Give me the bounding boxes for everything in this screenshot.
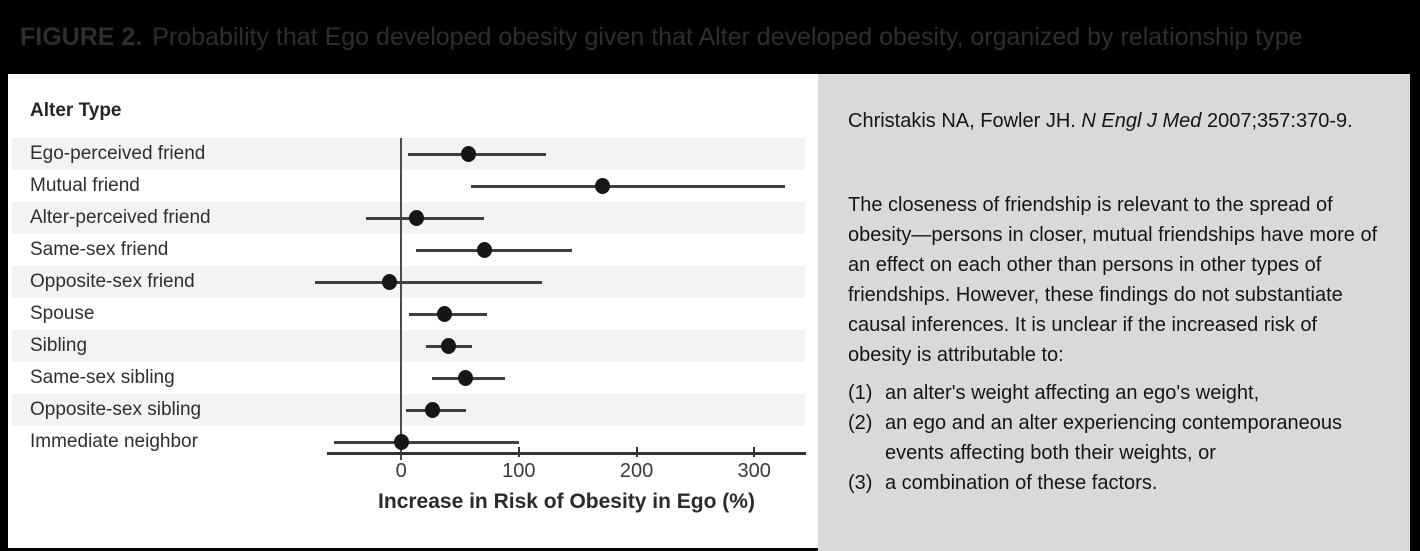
table-row: Alter-perceived friend	[12, 202, 805, 234]
citation-ref: 2007;357:370-9.	[1201, 110, 1353, 132]
table-row: Opposite-sex friend	[12, 266, 805, 298]
table-row: Spouse	[12, 298, 805, 330]
table-row: Ego-perceived friend	[12, 138, 805, 170]
alter-type-label: Same-sex sibling	[30, 367, 175, 388]
list-item-text: an alter's weight affecting an ego's wei…	[885, 382, 1260, 404]
alter-type-label: Opposite-sex sibling	[30, 399, 202, 420]
x-axis-title: Increase in Risk of Obesity in Ego (%)	[378, 490, 755, 513]
list-item-text: a combination of these factors.	[885, 472, 1158, 494]
forest-plot-panel: Alter Type Ego-perceived friend Mutual fr…	[8, 74, 818, 548]
alter-type-rows: Ego-perceived friend Mutual friend Alter-p…	[12, 138, 805, 458]
list-item-text: an ego and an alter experiencing contemp…	[885, 412, 1342, 464]
figure-number-label: FIGURE 2.	[20, 22, 143, 51]
citation-panel: Christakis NA, Fowler JH. N Engl J Med 2…	[818, 74, 1410, 551]
alter-type-label: Ego-perceived friend	[30, 143, 206, 164]
citation-line: Christakis NA, Fowler JH. N Engl J Med 2…	[848, 110, 1353, 133]
table-row: Immediate neighbor	[12, 426, 805, 458]
alter-type-label: Same-sex friend	[30, 239, 169, 260]
alter-type-label: Opposite-sex friend	[30, 271, 195, 292]
alter-type-label: Spouse	[30, 303, 95, 324]
list-item-number: (2)	[848, 412, 873, 434]
list-item: (2) an ego and an alter experiencing cont…	[848, 408, 1395, 468]
x-tick-label: 300	[737, 460, 771, 482]
figure-title-text: Probability that Ego developed obesity g…	[152, 22, 1303, 51]
numbered-list: (1) an alter's weight affecting an ego's …	[848, 378, 1395, 498]
alter-type-label: Immediate neighbor	[30, 431, 198, 452]
chart-heading: Alter Type	[30, 100, 122, 121]
summary-paragraph: The closeness of friendship is relevant …	[848, 194, 1378, 366]
x-tick-label: 100	[502, 460, 536, 482]
alter-type-label: Alter-perceived friend	[30, 207, 211, 228]
x-tick-label: 0	[395, 460, 407, 482]
table-row: Same-sex friend	[12, 234, 805, 266]
x-tick-label: 200	[619, 460, 654, 482]
alter-type-label: Sibling	[30, 335, 88, 356]
table-row: Mutual friend	[12, 170, 805, 202]
table-row: Opposite-sex sibling	[12, 394, 805, 426]
citation-authors: Christakis NA, Fowler JH.	[848, 110, 1082, 132]
figure-title-bar: FIGURE 2. Probability that Ego developed…	[0, 0, 1420, 74]
list-item: (1) an alter's weight affecting an ego's …	[848, 378, 1395, 408]
list-item-number: (1)	[848, 382, 873, 404]
table-row: Sibling	[12, 330, 805, 362]
alter-type-label: Mutual friend	[30, 175, 140, 196]
table-row: Same-sex sibling	[12, 362, 805, 394]
list-item: (3) a combination of these factors.	[848, 468, 1395, 498]
citation-journal: N Engl J Med	[1081, 110, 1202, 132]
list-item-number: (3)	[848, 472, 873, 494]
